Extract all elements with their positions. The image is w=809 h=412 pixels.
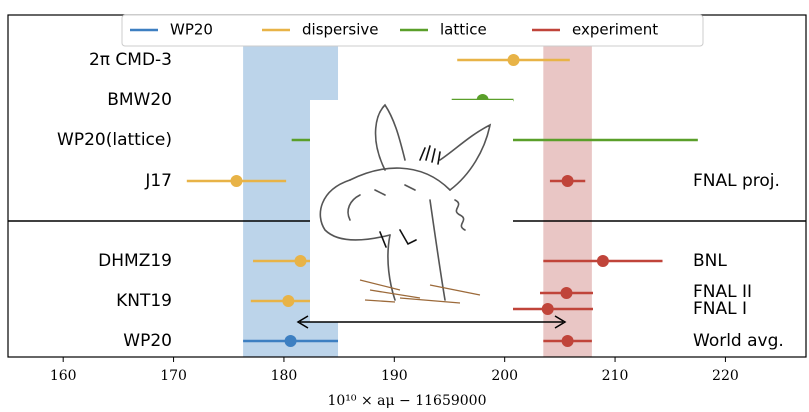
point: [294, 255, 307, 267]
x-tick-label: 210: [602, 368, 629, 384]
experiment-label: World avg.: [693, 331, 784, 351]
experiment-label: BNL: [693, 251, 727, 271]
cartoon-ground: [359, 279, 481, 304]
plot-area: 2π CMD-3 BMW20 WP20(lattice) J17 DHMZ19 KNT19…: [7, 14, 807, 409]
point: [284, 335, 297, 347]
point: [541, 303, 554, 315]
arrow-heads: [296, 315, 567, 329]
x-tick-label: 220: [712, 368, 739, 384]
legend-label: dispersive: [302, 21, 379, 39]
legend-label: lattice: [440, 21, 487, 39]
experiment-label: FNAL I: [693, 299, 747, 319]
row-label: KNT19: [116, 291, 172, 311]
legend-label: WP20: [170, 21, 213, 39]
row-label: WP20(lattice): [57, 130, 172, 150]
x-tick-label: 180: [271, 368, 298, 384]
x-tick-label: 160: [50, 368, 77, 384]
row-label: DHMZ19: [98, 251, 172, 271]
x-axis-label: 10¹⁰ × aμ − 11659000: [327, 393, 486, 409]
cartoon-overlay: [296, 100, 567, 329]
legend: WP20 dispersive lattice experiment: [121, 14, 704, 47]
point: [561, 335, 574, 347]
point: [282, 295, 295, 307]
row-label: 2π CMD-3: [89, 50, 172, 70]
row-label: WP20: [123, 331, 172, 351]
point: [560, 287, 573, 299]
legend-label: experiment: [572, 21, 658, 39]
experiment-label: FNAL proj.: [693, 171, 780, 191]
point: [507, 54, 520, 66]
point: [596, 255, 609, 267]
experiment-label: FNAL II: [693, 282, 752, 302]
row-label: BMW20: [107, 90, 172, 110]
x-tick-label: 200: [491, 368, 518, 384]
row-label: J17: [144, 171, 172, 191]
x-tick-label: 170: [160, 368, 187, 384]
x-tick-label: 190: [381, 368, 408, 384]
point: [230, 175, 243, 187]
cartoon-background: [310, 100, 513, 322]
point: [561, 175, 574, 187]
cartoon-donkey: [319, 103, 492, 301]
